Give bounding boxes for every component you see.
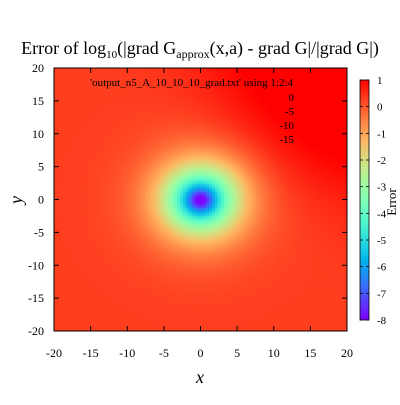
title-sub2: approx bbox=[176, 47, 209, 61]
title-sub: 10 bbox=[106, 49, 118, 61]
chart-title: Error of log10(|grad Gapprox(x,a) - grad… bbox=[21, 38, 379, 61]
heatmap-field bbox=[54, 68, 348, 332]
title-prefix: Error of log bbox=[21, 38, 106, 58]
title-suffix: (x,a) - grad G|/|grad G|) bbox=[210, 38, 379, 59]
title-mid: (|grad G bbox=[117, 38, 176, 59]
